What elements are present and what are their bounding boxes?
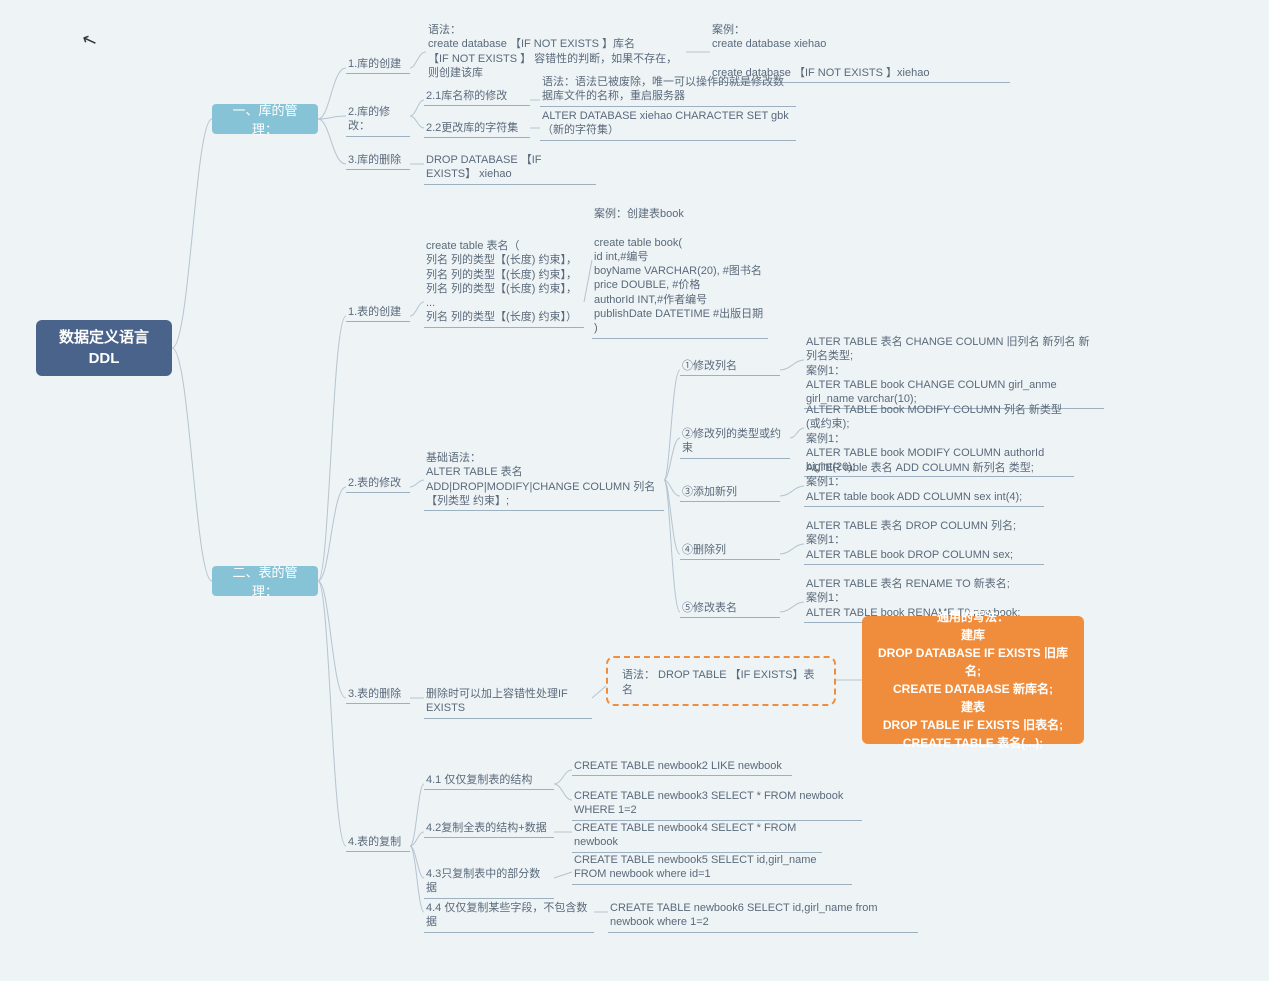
node-n2_1[interactable]: 1.表的创建	[346, 304, 410, 322]
node-n2_1b[interactable]: 案例：创建表book create table book( id int,#编号…	[592, 206, 768, 339]
node-n2_4_2[interactable]: 4.2复制全表的结构+数据	[424, 820, 554, 838]
orange-line-1: 建库	[961, 626, 985, 644]
node-n2_3a[interactable]: 删除时可以加上容错性处理IF EXISTS	[424, 686, 592, 719]
node-n2_4_3a[interactable]: CREATE TABLE newbook5 SELECT id,girl_nam…	[572, 852, 852, 885]
common-usage-note[interactable]: 通用的写法： 建库 DROP DATABASE IF EXISTS 旧库名; C…	[862, 616, 1084, 744]
node-n2_2_1a[interactable]: ALTER TABLE 表名 CHANGE COLUMN 旧列名 新列名 新列名…	[804, 334, 1104, 409]
orange-line-2: DROP DATABASE IF EXISTS 旧库名;	[872, 644, 1074, 680]
node-n2_4_4[interactable]: 4.4 仅仅复制某些字段，不包含数据	[424, 900, 594, 933]
orange-line-0: 通用的写法：	[937, 608, 1009, 626]
orange-line-6: CREATE TABLE 表名(...);	[903, 734, 1043, 752]
node-n2_4_1a[interactable]: CREATE TABLE newbook2 LIKE newbook	[572, 758, 792, 776]
node-n2_2_1[interactable]: ①修改列名	[680, 358, 780, 376]
node-n2_4_1b[interactable]: CREATE TABLE newbook3 SELECT * FROM newb…	[572, 788, 862, 821]
node-n1_3[interactable]: 3.库的删除	[346, 152, 410, 170]
section-2-label: 二、表的管理：	[222, 562, 308, 600]
node-n2_2_2[interactable]: ②修改列的类型或约束	[680, 426, 790, 459]
node-n2_1a[interactable]: create table 表名（ 列名 列的类型【(长度) 约束】， 列名 列的…	[424, 238, 584, 328]
drop-table-syntax-text: 语法： DROP TABLE 【IF EXISTS】表名	[622, 669, 815, 696]
node-n1_2_1[interactable]: 2.1库名称的修改	[424, 88, 530, 106]
node-n2_2a[interactable]: 基础语法： ALTER TABLE 表名 ADD|DROP|MODIFY|CHA…	[424, 450, 664, 511]
node-n1_2_1a[interactable]: 语法：语法已被废除，唯一可以操作的就是修改数据库文件的名称，重启服务器	[540, 74, 796, 107]
node-n2_2_4[interactable]: ④删除列	[680, 542, 780, 560]
node-n2_2_4a[interactable]: ALTER TABLE 表名 DROP COLUMN 列名; 案例1： ALTE…	[804, 518, 1044, 565]
node-n1_2[interactable]: 2.库的修改：	[346, 104, 410, 137]
node-n2_4_3[interactable]: 4.3只复制表中的部分数据	[424, 866, 554, 899]
root-line1: 数据定义语言	[59, 327, 149, 348]
node-n2_4_4a[interactable]: CREATE TABLE newbook6 SELECT id,girl_nam…	[608, 900, 918, 933]
node-n1_3a[interactable]: DROP DATABASE 【IF EXISTS】 xiehao	[424, 152, 596, 185]
node-n2_2_3[interactable]: ③添加新列	[680, 484, 780, 502]
orange-line-5: DROP TABLE IF EXISTS 旧表名;	[883, 716, 1063, 734]
root-node[interactable]: 数据定义语言 DDL	[36, 320, 172, 376]
orange-line-3: CREATE DATABASE 新库名;	[893, 680, 1053, 698]
section-1-label: 一、库的管理：	[222, 100, 308, 138]
node-n1_2_2a[interactable]: ALTER DATABASE xiehao CHARACTER SET gbk …	[540, 108, 796, 141]
section-1[interactable]: 一、库的管理：	[212, 104, 318, 134]
node-n2_2_3a[interactable]: ALTER table 表名 ADD COLUMN 新列名 类型; 案例1： A…	[804, 460, 1044, 507]
node-n2_4_1[interactable]: 4.1 仅仅复制表的结构	[424, 772, 554, 790]
node-n1_1[interactable]: 1.库的创建	[346, 56, 410, 74]
node-n2_4[interactable]: 4.表的复制	[346, 834, 410, 852]
node-n2_3[interactable]: 3.表的删除	[346, 686, 410, 704]
mouse-cursor: ↖	[79, 28, 100, 53]
orange-line-4: 建表	[961, 698, 985, 716]
drop-table-syntax-box[interactable]: 语法： DROP TABLE 【IF EXISTS】表名	[606, 656, 836, 706]
section-2[interactable]: 二、表的管理：	[212, 566, 318, 596]
node-n2_4_2a[interactable]: CREATE TABLE newbook4 SELECT * FROM newb…	[572, 820, 822, 853]
node-n2_2[interactable]: 2.表的修改	[346, 475, 410, 493]
node-n2_2_5[interactable]: ⑤修改表名	[680, 600, 780, 618]
root-line2: DDL	[89, 348, 120, 369]
node-n1_2_2[interactable]: 2.2更改库的字符集	[424, 120, 530, 138]
